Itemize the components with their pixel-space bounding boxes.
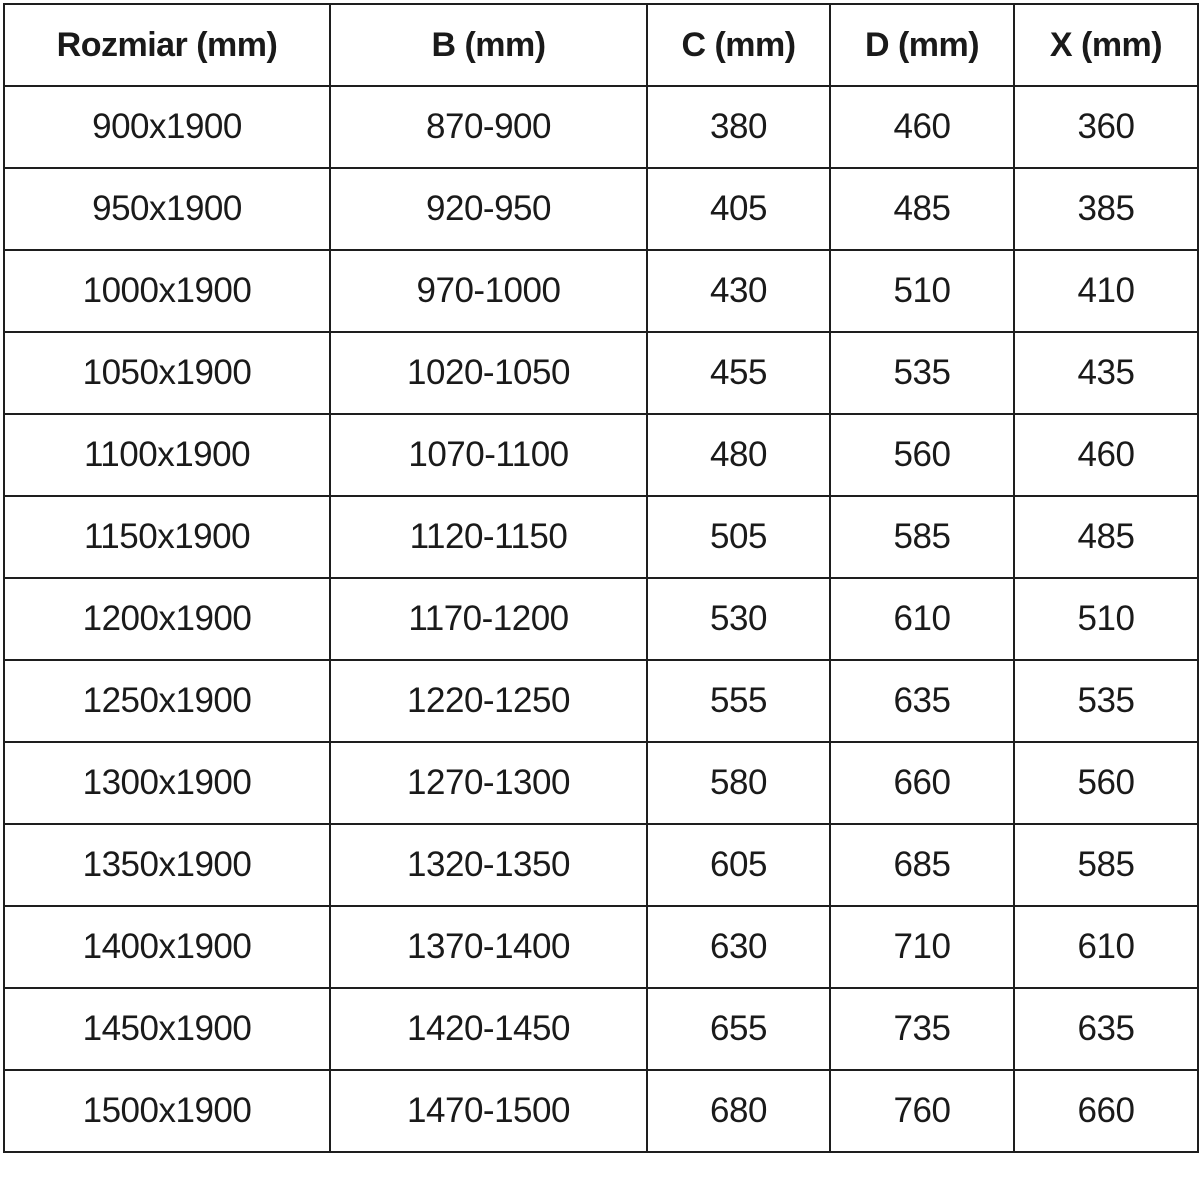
cell-b: 920-950	[329, 167, 648, 251]
table-row: 1050x1900 1020-1050 455 535 435	[3, 331, 1199, 415]
cell-d: 710	[829, 905, 1015, 989]
cell-b: 1020-1050	[329, 331, 648, 415]
cell-size: 1400x1900	[3, 905, 331, 989]
table-row: 1000x1900 970-1000 430 510 410	[3, 249, 1199, 333]
cell-b: 1320-1350	[329, 823, 648, 907]
table-row: 1500x1900 1470-1500 680 760 660	[3, 1069, 1199, 1153]
cell-b: 970-1000	[329, 249, 648, 333]
cell-x: 435	[1013, 331, 1199, 415]
dimensions-table: Rozmiar (mm) B (mm) C (mm) D (mm) X (mm)…	[3, 3, 1199, 1153]
table-row: 1300x1900 1270-1300 580 660 560	[3, 741, 1199, 825]
table-row: 1200x1900 1170-1200 530 610 510	[3, 577, 1199, 661]
cell-b: 1220-1250	[329, 659, 648, 743]
cell-d: 560	[829, 413, 1015, 497]
header-x: X (mm)	[1013, 3, 1199, 87]
cell-b: 1120-1150	[329, 495, 648, 579]
cell-x: 360	[1013, 85, 1199, 169]
cell-x: 510	[1013, 577, 1199, 661]
cell-x: 535	[1013, 659, 1199, 743]
cell-c: 580	[646, 741, 831, 825]
cell-c: 530	[646, 577, 831, 661]
table-row: 1450x1900 1420-1450 655 735 635	[3, 987, 1199, 1071]
cell-b: 1420-1450	[329, 987, 648, 1071]
table-row: 900x1900 870-900 380 460 360	[3, 85, 1199, 169]
table-row: 950x1900 920-950 405 485 385	[3, 167, 1199, 251]
cell-x: 485	[1013, 495, 1199, 579]
cell-size: 1150x1900	[3, 495, 331, 579]
cell-size: 1050x1900	[3, 331, 331, 415]
cell-c: 655	[646, 987, 831, 1071]
cell-b: 1470-1500	[329, 1069, 648, 1153]
cell-size: 1500x1900	[3, 1069, 331, 1153]
table-row: 1400x1900 1370-1400 630 710 610	[3, 905, 1199, 989]
cell-d: 460	[829, 85, 1015, 169]
cell-size: 1300x1900	[3, 741, 331, 825]
table-row: 1250x1900 1220-1250 555 635 535	[3, 659, 1199, 743]
cell-x: 660	[1013, 1069, 1199, 1153]
cell-c: 505	[646, 495, 831, 579]
cell-c: 455	[646, 331, 831, 415]
cell-x: 410	[1013, 249, 1199, 333]
cell-size: 1450x1900	[3, 987, 331, 1071]
cell-c: 405	[646, 167, 831, 251]
cell-c: 380	[646, 85, 831, 169]
cell-x: 560	[1013, 741, 1199, 825]
cell-b: 1070-1100	[329, 413, 648, 497]
cell-size: 1200x1900	[3, 577, 331, 661]
cell-b: 870-900	[329, 85, 648, 169]
cell-x: 635	[1013, 987, 1199, 1071]
cell-d: 510	[829, 249, 1015, 333]
cell-c: 555	[646, 659, 831, 743]
cell-x: 585	[1013, 823, 1199, 907]
cell-b: 1170-1200	[329, 577, 648, 661]
cell-size: 1350x1900	[3, 823, 331, 907]
table-row: 1100x1900 1070-1100 480 560 460	[3, 413, 1199, 497]
cell-x: 610	[1013, 905, 1199, 989]
table-row: 1350x1900 1320-1350 605 685 585	[3, 823, 1199, 907]
cell-d: 610	[829, 577, 1015, 661]
table-header: Rozmiar (mm) B (mm) C (mm) D (mm) X (mm)	[3, 3, 1199, 87]
cell-size: 900x1900	[3, 85, 331, 169]
cell-c: 480	[646, 413, 831, 497]
cell-d: 585	[829, 495, 1015, 579]
cell-x: 385	[1013, 167, 1199, 251]
cell-size: 1000x1900	[3, 249, 331, 333]
cell-size: 950x1900	[3, 167, 331, 251]
cell-size: 1250x1900	[3, 659, 331, 743]
header-d: D (mm)	[829, 3, 1015, 87]
header-c: C (mm)	[646, 3, 831, 87]
cell-b: 1370-1400	[329, 905, 648, 989]
cell-x: 460	[1013, 413, 1199, 497]
cell-c: 680	[646, 1069, 831, 1153]
header-size: Rozmiar (mm)	[3, 3, 331, 87]
cell-c: 430	[646, 249, 831, 333]
cell-d: 760	[829, 1069, 1015, 1153]
cell-d: 660	[829, 741, 1015, 825]
table-row: 1150x1900 1120-1150 505 585 485	[3, 495, 1199, 579]
cell-d: 635	[829, 659, 1015, 743]
header-b: B (mm)	[329, 3, 648, 87]
header-row: Rozmiar (mm) B (mm) C (mm) D (mm) X (mm)	[3, 3, 1199, 87]
cell-d: 535	[829, 331, 1015, 415]
cell-d: 735	[829, 987, 1015, 1071]
cell-c: 630	[646, 905, 831, 989]
cell-d: 485	[829, 167, 1015, 251]
table-body: 900x1900 870-900 380 460 360 950x1900 920-950 4…	[3, 85, 1199, 1153]
cell-size: 1100x1900	[3, 413, 331, 497]
cell-c: 605	[646, 823, 831, 907]
cell-b: 1270-1300	[329, 741, 648, 825]
cell-d: 685	[829, 823, 1015, 907]
